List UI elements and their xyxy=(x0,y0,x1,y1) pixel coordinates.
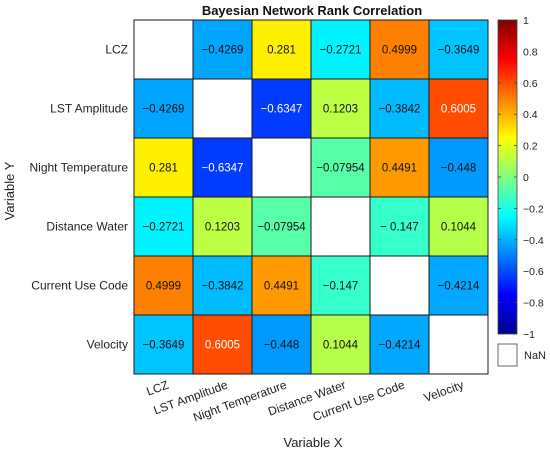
cell-value-label: −0.2721 xyxy=(320,45,362,57)
colorbar-tick-label: −0.6 xyxy=(523,266,544,278)
y-tick-label: Velocity xyxy=(87,338,128,352)
heatmap-cell xyxy=(192,255,253,316)
heatmap-cell xyxy=(192,19,253,80)
cell-value-label: −0.3649 xyxy=(438,45,480,57)
colorbar-tick-label: −0.8 xyxy=(523,298,544,310)
heatmap-cell xyxy=(192,196,253,257)
cell-value-label: −0.448 xyxy=(441,163,477,175)
cell-value-label: 0.1044 xyxy=(323,340,359,352)
cell-value-label: −0.4269 xyxy=(202,45,244,57)
y-tick-label: Night Temperature xyxy=(30,161,129,175)
heatmap-cell xyxy=(192,314,253,375)
cell-value-label: −0.3649 xyxy=(143,340,185,352)
nan-legend-swatch xyxy=(497,343,518,367)
cell-value-label: −0.3842 xyxy=(379,104,421,116)
heatmap-cell xyxy=(251,314,312,375)
x-tick-label: Velocity xyxy=(422,378,466,405)
heatmap-cell xyxy=(428,196,489,257)
heatmap-cell xyxy=(369,196,430,257)
heatmap-cell xyxy=(192,78,253,139)
heatmap-cell xyxy=(251,255,312,316)
cell-value-label: −0.4214 xyxy=(379,340,421,352)
cell-value-label: 0.281 xyxy=(267,45,296,57)
heatmap-cell xyxy=(428,255,489,316)
colorbar-tick-label: 0.8 xyxy=(523,46,538,58)
colorbar-tick-label: −0.2 xyxy=(523,203,544,215)
cell-value-label: −0.07954 xyxy=(257,222,306,234)
colorbar-tick-label: 0.6 xyxy=(523,78,538,90)
y-tick-label: Distance Water xyxy=(46,220,128,234)
heatmap-cell xyxy=(133,19,194,80)
heatmap-cell xyxy=(310,196,371,257)
heatmap-cell xyxy=(133,196,194,257)
heatmap-cell xyxy=(251,19,312,80)
x-axis-label: Variable X xyxy=(283,435,342,450)
heatmap-cell xyxy=(310,78,371,139)
y-axis-label: Variable Y xyxy=(2,161,17,220)
heatmap-cell xyxy=(310,19,371,80)
heatmap-cell xyxy=(428,78,489,139)
colorbar-tick-label: 0.2 xyxy=(523,141,538,153)
y-tick-labels: LCZ LST Amplitude Night Temperature Distanc… xyxy=(30,43,129,352)
heatmap-cell xyxy=(251,196,312,257)
heatmap-cell xyxy=(310,314,371,375)
cell-value-label: −0.3842 xyxy=(202,281,244,293)
cell-value-label: 0.1203 xyxy=(323,104,358,116)
cell-value-label: 0.4999 xyxy=(146,281,181,293)
chart-title: Bayesian Network Rank Correlation xyxy=(202,3,422,18)
y-tick-label: LST Amplitude xyxy=(50,102,128,116)
cell-value-label: − 0.147 xyxy=(380,222,419,234)
cell-value-label: 0.6005 xyxy=(441,104,476,116)
colorbar-ticks: 1 0.8 0.6 0.4 0.2 0 −0.2 −0.4 −0.6 −0.8 −1 xyxy=(498,15,544,341)
cell-value-label: 0.1203 xyxy=(205,222,240,234)
colorbar-tick-label: 0.4 xyxy=(523,109,538,121)
cell-value-label: −0.448 xyxy=(264,340,300,352)
heatmap-cells: −0.4269 0.281 −0.2721 0.4999 −0.3649 −0.4269 −… xyxy=(133,19,489,375)
cell-value-label: 0.4491 xyxy=(264,281,299,293)
cell-value-label: −0.6347 xyxy=(261,104,303,116)
y-tick-label: LCZ xyxy=(105,43,128,57)
heatmap-cell xyxy=(133,255,194,316)
cell-value-label: 0.6005 xyxy=(205,340,240,352)
colorbar-tick-label: −0.4 xyxy=(523,235,544,247)
heatmap-cell xyxy=(369,137,430,198)
cell-value-label: 0.4999 xyxy=(382,45,417,57)
x-tick-label: LCZ xyxy=(144,378,170,399)
nan-legend-label: NaN xyxy=(524,350,546,362)
cell-value-label: −0.6347 xyxy=(202,163,244,175)
cell-value-label: 0.4491 xyxy=(382,163,417,175)
heatmap-cell xyxy=(369,255,430,316)
cell-value-label: −0.07954 xyxy=(316,163,365,175)
cell-value-label: 0.281 xyxy=(149,163,178,175)
heatmap-cell xyxy=(251,137,312,198)
y-tick-label: Current Use Code xyxy=(31,279,128,293)
cell-value-label: −0.2721 xyxy=(143,222,185,234)
cell-value-label: −0.147 xyxy=(323,281,359,293)
cell-value-label: −0.4269 xyxy=(143,104,185,116)
colorbar-tick-label: 0 xyxy=(523,172,529,184)
colorbar-tick-label: 1 xyxy=(523,15,529,27)
heatmap-cell xyxy=(428,314,489,375)
heatmap-cell xyxy=(192,137,253,198)
colorbar-tick-label: −1 xyxy=(523,329,535,341)
cell-value-label: 0.1044 xyxy=(441,222,477,234)
cell-value-label: −0.4214 xyxy=(438,281,480,293)
heatmap-cell xyxy=(133,78,194,139)
